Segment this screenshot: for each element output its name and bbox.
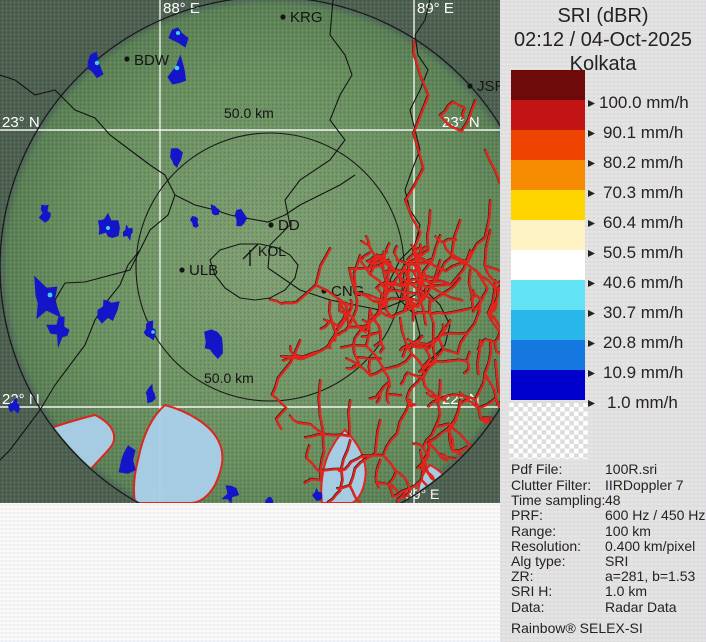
svg-text:1.0 km: 1.0 km bbox=[605, 583, 647, 599]
svg-text:Rainbow® SELEX-SI: Rainbow® SELEX-SI bbox=[511, 620, 643, 636]
svg-text:10.9 mm/h: 10.9 mm/h bbox=[603, 363, 683, 382]
svg-text:60.4 mm/h: 60.4 mm/h bbox=[603, 213, 683, 232]
svg-text:88° E: 88° E bbox=[163, 0, 200, 17]
svg-text:ZR:: ZR: bbox=[511, 568, 534, 584]
svg-text:02:12 / 04-Oct-2025: 02:12 / 04-Oct-2025 bbox=[514, 29, 692, 51]
svg-text:KOL: KOL bbox=[258, 243, 286, 259]
svg-text:Range:: Range: bbox=[511, 523, 556, 539]
svg-text:Alg type:: Alg type: bbox=[511, 553, 565, 569]
svg-text:100.0 mm/h: 100.0 mm/h bbox=[599, 93, 689, 112]
svg-text:Resolution:: Resolution: bbox=[511, 538, 581, 554]
svg-text:Data:: Data: bbox=[511, 599, 544, 615]
svg-text:ULB: ULB bbox=[189, 262, 218, 279]
svg-text:23° N: 23° N bbox=[2, 114, 40, 131]
svg-text:SRI (dBR): SRI (dBR) bbox=[557, 5, 648, 27]
svg-text:100 km: 100 km bbox=[605, 523, 651, 539]
svg-text:70.3 mm/h: 70.3 mm/h bbox=[603, 183, 683, 202]
svg-text:PRF:: PRF: bbox=[511, 507, 543, 523]
svg-text:Radar Data: Radar Data bbox=[605, 599, 677, 615]
svg-text:IIRDoppler 7: IIRDoppler 7 bbox=[605, 477, 684, 493]
svg-text:50.5 mm/h: 50.5 mm/h bbox=[603, 243, 683, 262]
svg-text:JSR: JSR bbox=[477, 78, 500, 95]
svg-text:30.7 mm/h: 30.7 mm/h bbox=[603, 303, 683, 322]
svg-text:20.8 mm/h: 20.8 mm/h bbox=[603, 333, 683, 352]
svg-text:KRG: KRG bbox=[290, 9, 323, 26]
svg-text:SRI H:: SRI H: bbox=[511, 583, 552, 599]
svg-text:a=281, b=1.53: a=281, b=1.53 bbox=[605, 568, 696, 584]
svg-text:48: 48 bbox=[605, 492, 621, 508]
svg-text:600 Hz / 450 Hz: 600 Hz / 450 Hz bbox=[605, 507, 705, 523]
svg-text:1.0 mm/h: 1.0 mm/h bbox=[607, 393, 678, 412]
svg-text:90.1 mm/h: 90.1 mm/h bbox=[603, 123, 683, 142]
svg-text:Time sampling:: Time sampling: bbox=[511, 492, 605, 508]
svg-text:BDW: BDW bbox=[134, 52, 170, 69]
svg-text:50.0 km: 50.0 km bbox=[224, 105, 274, 121]
svg-text:Clutter Filter:: Clutter Filter: bbox=[511, 477, 591, 493]
svg-text:50.0 km: 50.0 km bbox=[204, 370, 254, 386]
svg-text:80.2 mm/h: 80.2 mm/h bbox=[603, 153, 683, 172]
svg-text:89° E: 89° E bbox=[417, 0, 454, 17]
svg-text:DD: DD bbox=[278, 217, 300, 234]
svg-text:100R.sri: 100R.sri bbox=[605, 461, 657, 477]
svg-text:Pdf File:: Pdf File: bbox=[511, 461, 562, 477]
svg-text:SRI: SRI bbox=[605, 553, 628, 569]
svg-text:40.6 mm/h: 40.6 mm/h bbox=[603, 273, 683, 292]
svg-text:0.400 km/pixel: 0.400 km/pixel bbox=[605, 538, 695, 554]
